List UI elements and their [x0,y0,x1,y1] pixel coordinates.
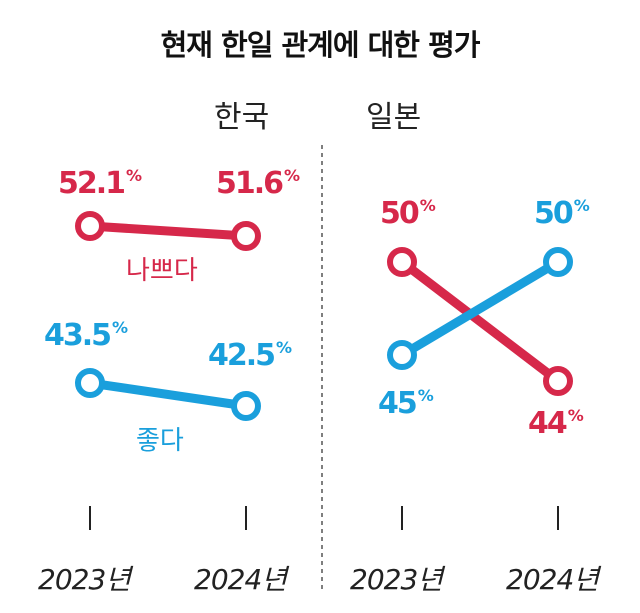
series-label-bad-korea: 나쁘다 [126,256,198,286]
data-label: 44% [528,406,584,441]
panel-title-japan: 일본 [366,100,422,135]
series-line [85,221,251,241]
series-line [397,257,563,360]
data-point [387,340,417,370]
x-tick-label: 2023년 [38,563,131,596]
series-label-good-korea: 좋다 [136,426,184,456]
data-point [231,391,261,421]
data-label: 52.1% [58,166,143,201]
data-point [75,368,105,398]
series-line [85,378,251,411]
data-point [543,366,573,396]
data-label: 51.6% [216,166,301,201]
data-point [75,211,105,241]
data-point [387,247,417,277]
data-label: 50% [534,196,590,231]
panel-title-korea: 한국 [214,100,270,135]
data-label: 43.5% [44,318,129,353]
series-line [397,257,563,386]
data-label: 45% [378,386,434,421]
data-point [543,247,573,277]
x-tick-label: 2024년 [194,563,287,596]
x-tick-label: 2024년 [506,563,599,596]
chart-title: 현재 한일 관계에 대한 평가 [160,28,481,62]
data-label: 50% [380,196,436,231]
x-tick-label: 2023년 [350,563,443,596]
data-point [231,221,261,251]
data-label: 42.5% [208,338,293,373]
